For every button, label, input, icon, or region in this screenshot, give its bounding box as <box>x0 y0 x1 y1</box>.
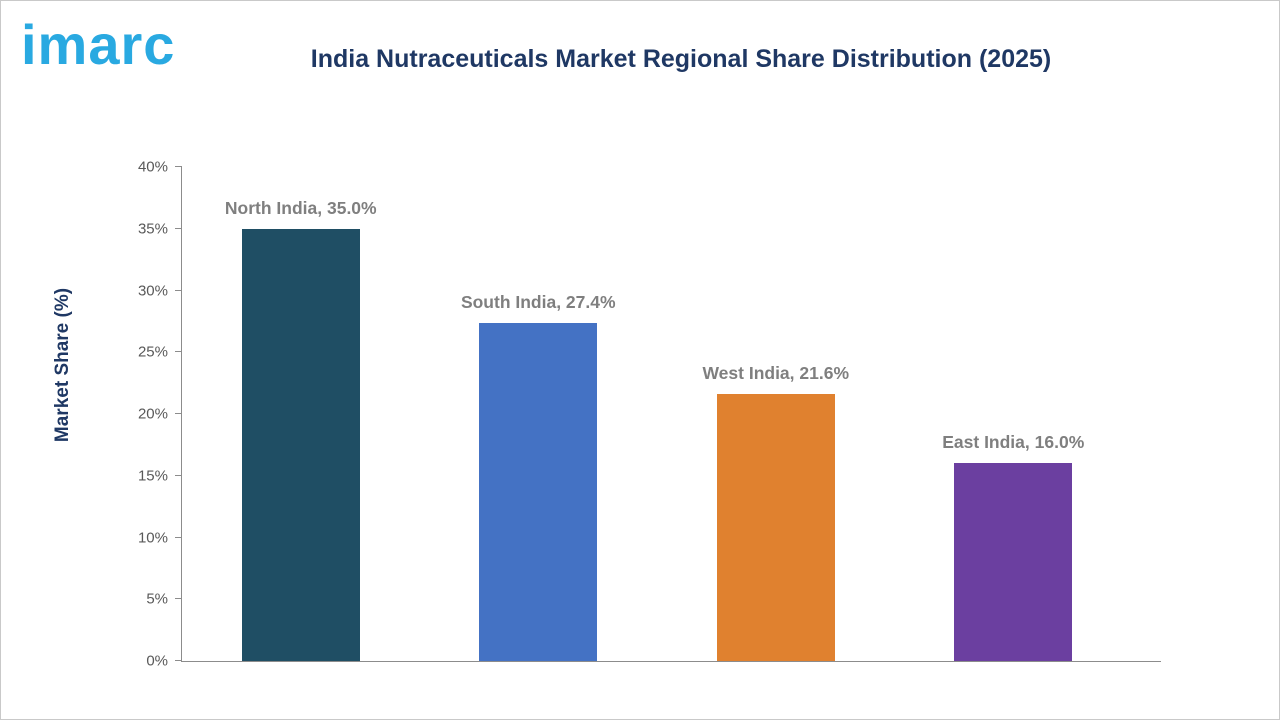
bar-west-india <box>716 394 835 661</box>
y-tick-mark <box>175 351 182 353</box>
y-tick-mark <box>175 660 182 661</box>
y-tick-mark <box>175 289 182 291</box>
bar-slot: South India, 27.4% <box>420 167 658 661</box>
y-tick-label: 0% <box>146 652 168 670</box>
y-tick-label: 25% <box>137 343 168 361</box>
bar-east-india <box>954 463 1073 661</box>
chart-title: India Nutraceuticals Market Regional Sha… <box>310 45 1052 73</box>
imarc-logo: imarc <box>21 13 176 76</box>
y-tick-mark <box>175 474 182 476</box>
y-axis-title: Market Share (%) <box>52 287 73 443</box>
bar-data-label: West India, 21.6% <box>702 363 850 384</box>
bar-slot: East India, 16.0% <box>895 167 1133 661</box>
y-tick-mark <box>175 413 182 414</box>
bar-data-label: East India, 16.0% <box>942 432 1085 453</box>
y-tick-label: 20% <box>137 405 168 423</box>
y-tick-mark <box>175 166 182 167</box>
y-tick-label: 15% <box>137 467 168 485</box>
bar-data-label: South India, 27.4% <box>460 291 616 312</box>
y-tick-mark <box>175 227 182 229</box>
bar-slot: West India, 21.6% <box>657 167 895 661</box>
y-tick-mark <box>175 536 182 538</box>
plot-area: 0% 5% 10% 15% 20% 25% 30% 35% 40% North India, 3… <box>138 159 1161 670</box>
y-tick-label: 35% <box>137 220 168 238</box>
bar-south-india <box>479 322 598 661</box>
y-tick-label: 40% <box>137 158 168 176</box>
y-tick-label: 10% <box>137 529 168 546</box>
y-tick-mark <box>175 598 182 600</box>
bar-data-label: North India, 35.0% <box>224 197 377 218</box>
bars-container: North India, 35.0% South India, 27.4% West… <box>182 167 1132 661</box>
bar-north-india <box>241 228 360 661</box>
y-tick-label: 30% <box>137 282 168 299</box>
y-tick-label: 5% <box>146 590 168 608</box>
bar-slot: North India, 35.0% <box>182 167 420 661</box>
